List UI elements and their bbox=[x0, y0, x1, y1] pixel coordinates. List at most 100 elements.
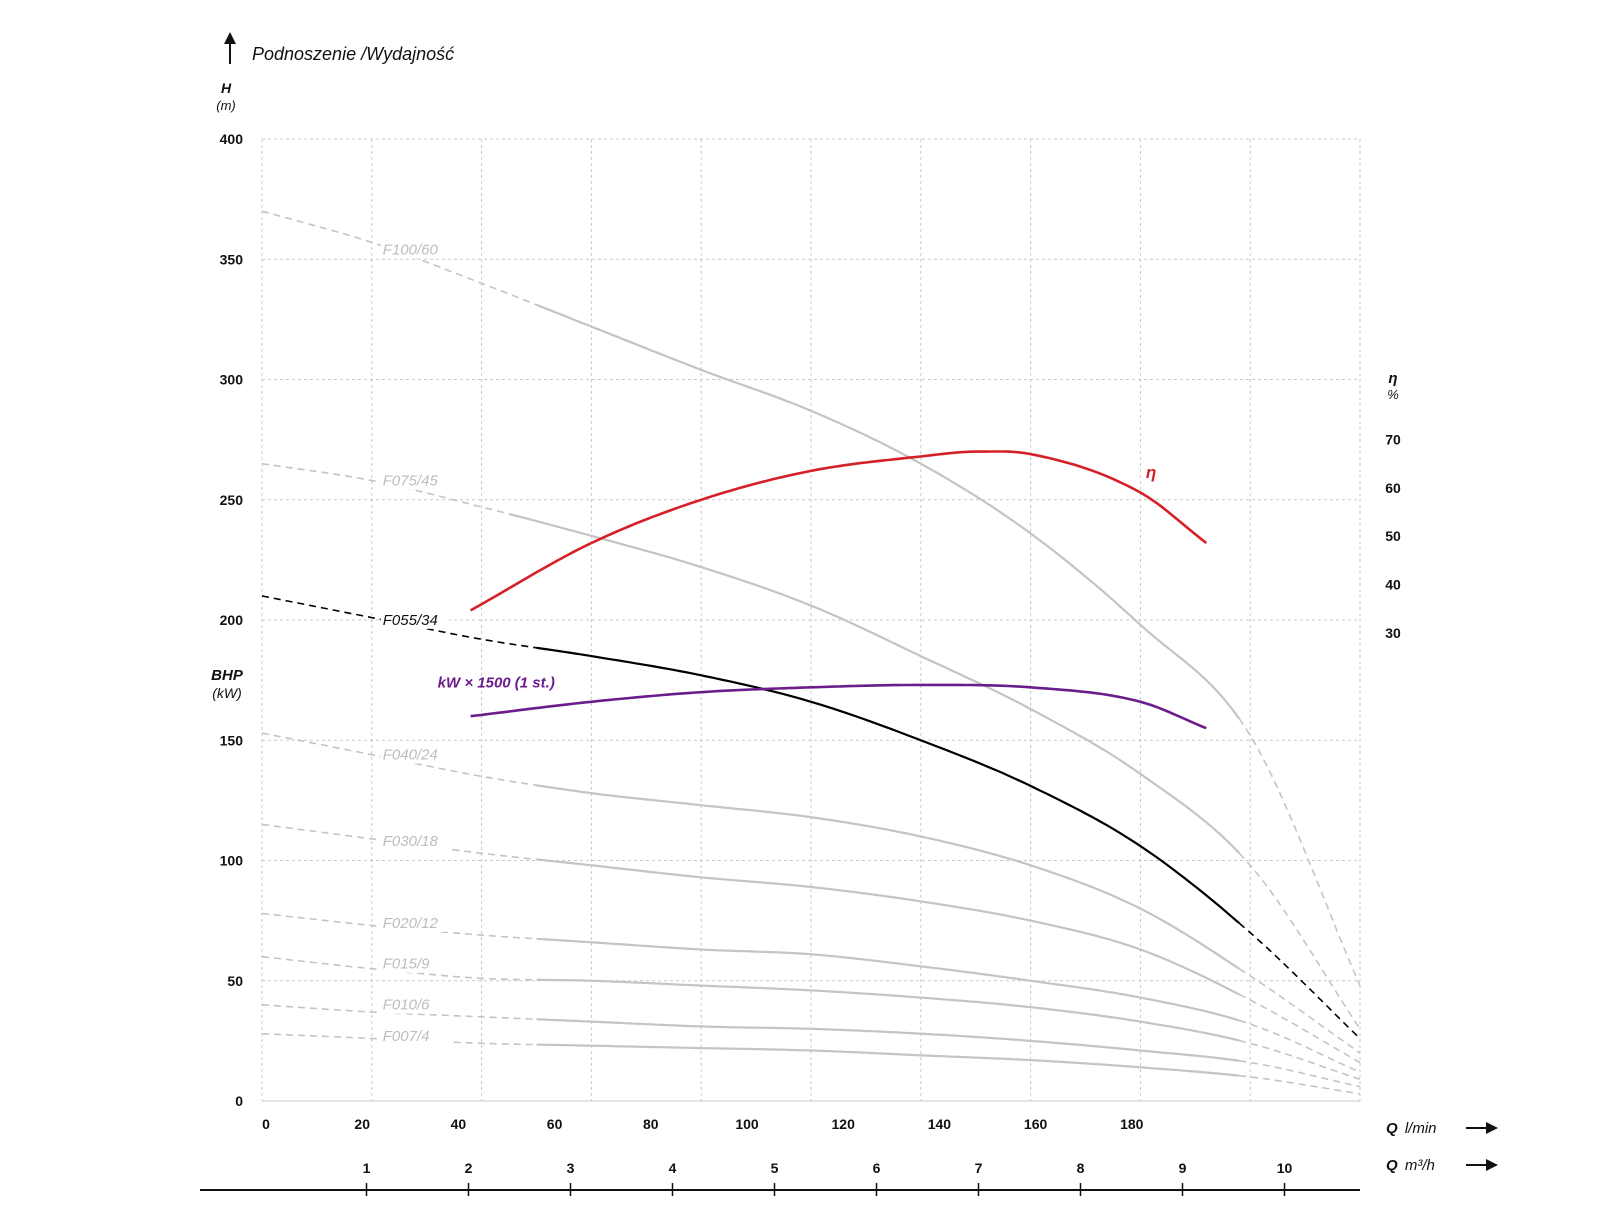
curve-label-bg bbox=[380, 1024, 449, 1045]
x-lmin-tick-label: 40 bbox=[451, 1116, 467, 1132]
x-m3h-unit: m³/h bbox=[1405, 1157, 1435, 1174]
x-lmin-tick-label: 60 bbox=[547, 1116, 563, 1132]
x-m3h-tick-label: 9 bbox=[1179, 1160, 1187, 1176]
tick-labels: 0 50 100 150 200 250 300 350 400 30 40 50 60 70 0 20 40 6… bbox=[220, 131, 1401, 1176]
svg-text:Q m³/h: Q m³/h bbox=[1386, 1157, 1435, 1174]
x-lmin-label: Q bbox=[1386, 1120, 1398, 1137]
right-arrowhead-icon bbox=[1486, 1159, 1498, 1171]
curve-dashed-start bbox=[261, 732, 537, 787]
curve-label-bg bbox=[380, 608, 449, 629]
curve-dashed-end bbox=[1238, 922, 1361, 1040]
curve-label-bg bbox=[380, 911, 449, 932]
x-m3h-tick-label: 4 bbox=[669, 1160, 677, 1176]
curve-label-bg bbox=[380, 743, 449, 764]
pump-curves bbox=[261, 210, 1361, 1095]
curve-solid bbox=[536, 784, 1240, 970]
curve-labels: F100/60 F075/45 F055/34 F040/24 F030/18 F020/… bbox=[380, 238, 1156, 1045]
curve-solid bbox=[536, 1018, 1240, 1062]
x-lmin-tick-label: 180 bbox=[1120, 1116, 1144, 1132]
curve-label: F020/12 bbox=[383, 915, 439, 932]
curve-label: F007/4 bbox=[383, 1028, 430, 1045]
x-lmin-unit: l/min bbox=[1405, 1120, 1437, 1137]
x-m3h-label: Q bbox=[1386, 1157, 1398, 1174]
curve-dashed-end bbox=[1239, 1060, 1361, 1088]
y-left-tick-label: 250 bbox=[220, 492, 244, 508]
curve-label-bg bbox=[380, 952, 449, 973]
y-power-unit: (kW) bbox=[212, 685, 242, 701]
curve-solid bbox=[536, 937, 1240, 1022]
curve-solid bbox=[536, 978, 1240, 1042]
x-lmin-tick-label: 20 bbox=[354, 1116, 370, 1132]
x-lmin-caption: Q l/min bbox=[1386, 1120, 1498, 1137]
curve-label: F100/60 bbox=[383, 241, 439, 258]
x-lmin-tick-label: 140 bbox=[928, 1116, 952, 1132]
y-left-tick-label: 300 bbox=[220, 372, 244, 388]
x-lmin-tick-label: 160 bbox=[1024, 1116, 1048, 1132]
curve-label-bg bbox=[380, 830, 449, 851]
curve-dashed-start bbox=[261, 210, 537, 306]
x-m3h-tick-label: 2 bbox=[465, 1160, 473, 1176]
y-left-tick-label: 0 bbox=[235, 1093, 243, 1109]
y-left-tick-label: 400 bbox=[220, 131, 244, 147]
y-left-label: H bbox=[221, 80, 232, 96]
y-left-tick-label: 150 bbox=[220, 732, 244, 748]
curve-dashed-end bbox=[1238, 852, 1361, 1030]
y-right-tick-label: 40 bbox=[1385, 577, 1401, 593]
x-m3h-tick-label: 6 bbox=[873, 1160, 881, 1176]
curve-dashed-end bbox=[1239, 1039, 1361, 1081]
curve-label: F010/6 bbox=[383, 997, 430, 1014]
x-m3h-tick-label: 5 bbox=[771, 1160, 779, 1176]
curve-solid bbox=[536, 1043, 1240, 1077]
curve-label: F030/18 bbox=[383, 833, 439, 850]
x-m3h-tick-label: 8 bbox=[1077, 1160, 1085, 1176]
up-arrowhead-icon bbox=[224, 32, 236, 44]
y-right-tick-label: 30 bbox=[1385, 625, 1401, 641]
x-m3h-caption: Q m³/h bbox=[1386, 1157, 1498, 1174]
y-left-tick-label: 200 bbox=[220, 612, 244, 628]
right-arrowhead-icon bbox=[1486, 1122, 1498, 1134]
y-right-label: η bbox=[1388, 370, 1397, 387]
y-right-tick-label: 50 bbox=[1385, 528, 1401, 544]
x-lmin-tick-label: 80 bbox=[643, 1116, 659, 1132]
curve-dashed-end bbox=[1238, 718, 1361, 986]
y-left-tick-label: 350 bbox=[220, 251, 244, 267]
y-right-tick-label: 60 bbox=[1385, 480, 1401, 496]
chart-title: Podnoszenie /Wydajność bbox=[252, 44, 454, 64]
curve-dashed-end bbox=[1239, 1074, 1361, 1095]
x-m3h-tick-label: 7 bbox=[975, 1160, 983, 1176]
grid bbox=[261, 138, 1361, 1102]
curve-label: F040/24 bbox=[383, 746, 438, 763]
y-left-tick-label: 50 bbox=[227, 973, 243, 989]
x-m3h-tick-label: 10 bbox=[1277, 1160, 1293, 1176]
y-left-tick-label: 100 bbox=[220, 853, 244, 869]
x-m3h-tick-label: 1 bbox=[363, 1160, 371, 1176]
curve-solid bbox=[508, 512, 1240, 854]
curve-solid bbox=[536, 646, 1240, 924]
curve-label: F075/45 bbox=[383, 472, 439, 489]
svg-text:Q l/min: Q l/min bbox=[1386, 1120, 1437, 1137]
curve-solid bbox=[536, 303, 1241, 720]
curve-label-bg bbox=[380, 993, 449, 1014]
x-m3h-tick-label: 3 bbox=[567, 1160, 575, 1176]
y-left-unit: (m) bbox=[216, 98, 236, 113]
x-lmin-tick-label: 120 bbox=[832, 1116, 856, 1132]
curve-label: F015/9 bbox=[383, 956, 430, 973]
power-label: kW × 1500 (1 st.) bbox=[438, 674, 555, 691]
title-group: Podnoszenie /Wydajność bbox=[224, 32, 454, 64]
y-power-label: BHP bbox=[211, 667, 244, 684]
curve-dashed-end bbox=[1238, 968, 1361, 1054]
x-axis-m3h-line bbox=[200, 1183, 1360, 1196]
curve-label-bg bbox=[380, 469, 449, 490]
x-lmin-tick-label: 100 bbox=[735, 1116, 759, 1132]
efficiency-curve bbox=[469, 450, 1208, 612]
power-curve bbox=[470, 683, 1207, 730]
curve-dashed-end bbox=[1238, 1019, 1361, 1073]
y-right-tick-label: 70 bbox=[1385, 431, 1401, 447]
curve-dashed-end bbox=[1238, 993, 1361, 1064]
curve-label: F055/34 bbox=[383, 612, 438, 629]
efficiency-label: η bbox=[1146, 463, 1156, 482]
x-lmin-tick-label: 0 bbox=[262, 1116, 270, 1132]
curve-solid bbox=[536, 858, 1240, 996]
curve-label-bg bbox=[380, 238, 449, 259]
